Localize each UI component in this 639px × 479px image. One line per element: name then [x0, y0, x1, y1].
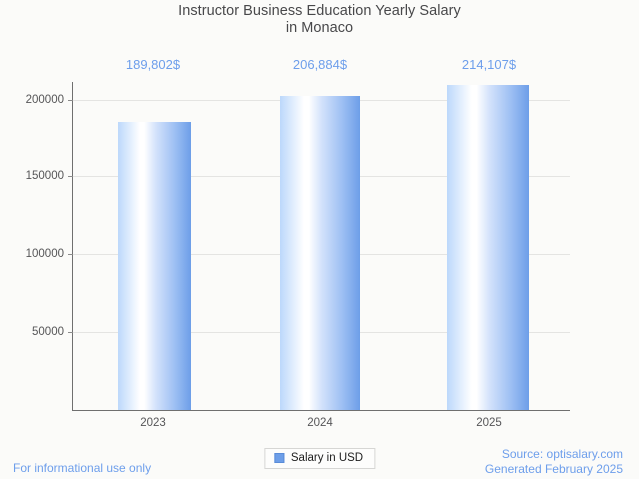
tick-mark-150000 [68, 176, 73, 177]
footer-source-block: Source: optisalary.com Generated Februar… [485, 447, 623, 477]
footer-disclaimer: For informational use only [13, 461, 152, 475]
legend-label-salary-in-usd: Salary in USD [290, 452, 364, 464]
chart-title: Instructor Business Education Yearly Sal… [0, 3, 639, 37]
chart-title-line-2: in Monaco [285, 20, 354, 36]
chart-title-line-1: Instructor Business Education Yearly Sal… [178, 3, 461, 19]
bar-2023[interactable] [118, 122, 191, 410]
y-tick-label-100000: 100000 [25, 248, 64, 260]
bar-value-label-2024: 206,884$ [292, 57, 348, 72]
x-tick-label-2023: 2023 [140, 417, 166, 429]
x-tick-label-2024: 2024 [307, 417, 333, 429]
tick-mark-50000 [68, 332, 73, 333]
chart-legend[interactable]: Salary in USD [263, 448, 376, 469]
bar-value-label-2025: 214,107$ [461, 57, 517, 72]
plot-area: 200000 150000 100000 50000 [26, 82, 570, 411]
legend-swatch-icon [273, 453, 284, 463]
footer-generated-date: Generated February 2025 [484, 462, 623, 476]
bar-2025[interactable] [447, 85, 529, 410]
bar-2024[interactable] [280, 96, 360, 410]
tick-mark-100000 [68, 254, 73, 255]
footer-source: Source: optisalary.com [501, 447, 623, 461]
y-tick-label-150000: 150000 [25, 170, 64, 182]
tick-mark-200000 [68, 100, 73, 101]
bar-value-label-2023: 189,802$ [125, 57, 181, 72]
y-tick-label-50000: 50000 [32, 326, 64, 338]
y-tick-label-200000: 200000 [25, 94, 64, 106]
x-tick-label-2025: 2025 [476, 417, 502, 429]
